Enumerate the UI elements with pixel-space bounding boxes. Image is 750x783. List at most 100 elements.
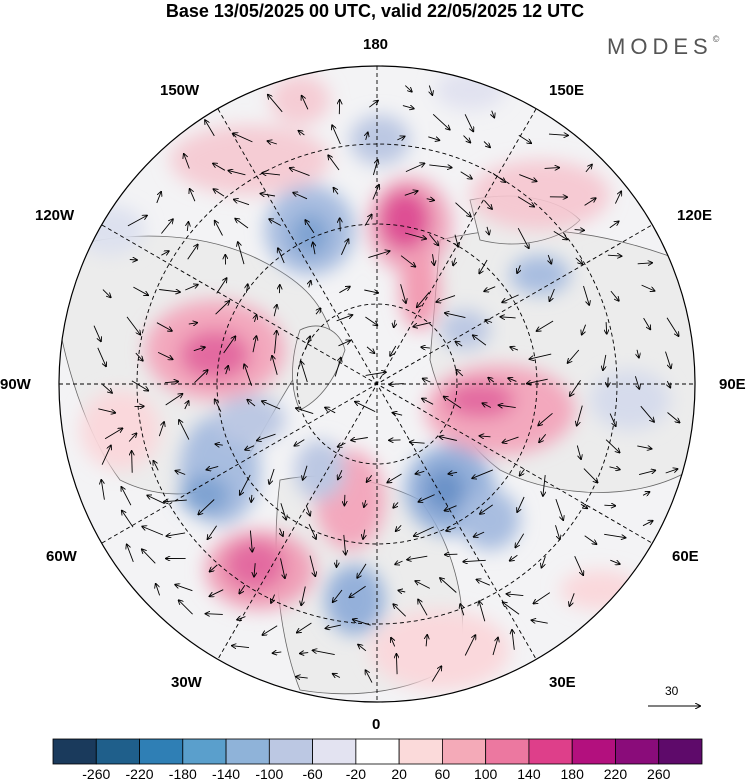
wind-vector	[367, 475, 373, 482]
wind-vector	[510, 554, 518, 561]
map-border	[58, 65, 696, 703]
wind-vector	[313, 650, 335, 656]
wind-vector	[372, 185, 379, 200]
wind-vector	[353, 619, 371, 626]
wind-vector	[445, 505, 457, 511]
wind-vector	[517, 496, 525, 512]
wind-vector	[550, 288, 555, 301]
wind-vector	[477, 580, 490, 586]
wind-vector	[190, 189, 196, 202]
label-90e: 90E	[719, 376, 746, 393]
wind-vector	[239, 585, 246, 593]
wind-vector	[584, 535, 597, 544]
wind-vector	[577, 405, 583, 426]
colorbar-swatches	[52, 738, 703, 765]
wind-vector	[543, 475, 545, 496]
label-0: 0	[372, 716, 381, 733]
label-90w: 90W	[0, 376, 31, 393]
wind-vector	[405, 163, 425, 173]
wind-vector	[252, 336, 256, 353]
colorbar-swatch	[615, 738, 660, 765]
wind-vector	[492, 110, 495, 118]
wind-vector	[404, 232, 426, 239]
wind-vector	[426, 199, 434, 201]
wind-vector	[102, 289, 111, 298]
wind-vector	[366, 346, 374, 353]
wind-vector	[215, 301, 230, 315]
wind-vector	[333, 674, 341, 678]
wind-vector	[309, 555, 315, 577]
wind-vector	[574, 230, 585, 231]
wind-vector	[473, 335, 487, 346]
wind-vector	[198, 499, 215, 515]
wind-vector	[101, 446, 111, 465]
wind-vector	[520, 468, 525, 475]
wind-vector	[300, 653, 309, 654]
wind-vector	[423, 379, 431, 383]
wind-vector	[272, 356, 278, 375]
wind-vector	[269, 468, 275, 484]
colorbar-tick-label: -20	[345, 766, 366, 782]
wind-vector	[238, 242, 245, 265]
wind-vector	[568, 349, 580, 363]
wind-vector	[605, 439, 620, 453]
wind-vector	[464, 114, 473, 131]
wind-vector	[297, 622, 312, 633]
label-150w: 150W	[160, 82, 200, 99]
wind-vector	[309, 281, 311, 288]
wind-vector	[667, 412, 680, 423]
wind-vector	[210, 589, 224, 597]
wind-vector	[389, 384, 404, 385]
wind-vector	[396, 524, 402, 531]
wind-vector	[570, 379, 581, 396]
wind-vector	[223, 336, 236, 354]
wind-vector	[305, 220, 315, 234]
wind-vector	[271, 594, 275, 603]
anomaly-field	[75, 70, 670, 690]
wind-vector	[480, 504, 493, 514]
colorbar-tick-label: -100	[255, 766, 284, 782]
wind-vector	[315, 308, 321, 315]
label-30e: 30E	[549, 674, 576, 691]
wind-vector	[455, 234, 458, 247]
wind-vector	[262, 401, 281, 410]
wind-vector	[364, 290, 378, 293]
wind-vector	[446, 528, 456, 531]
wind-vector	[460, 171, 472, 179]
wind-vector	[553, 231, 567, 239]
wind-vector	[206, 466, 219, 469]
wind-vector	[194, 370, 208, 384]
colorbar-tick-label: -140	[212, 766, 241, 782]
wind-vector	[188, 323, 197, 324]
colorbar-swatch	[571, 738, 616, 765]
wind-vector	[538, 412, 553, 425]
wind-vector	[555, 498, 563, 520]
colorbar-swatch	[139, 738, 184, 765]
wind-vector	[101, 480, 105, 500]
wind-vector	[429, 85, 432, 96]
wind-vector	[391, 638, 395, 647]
wind-vector	[268, 141, 277, 144]
wind-vector	[492, 638, 498, 656]
wind-vector	[666, 317, 679, 336]
wind-vector	[216, 278, 227, 294]
label-120e: 120E	[677, 207, 713, 224]
copyright-mark: ©	[712, 34, 720, 44]
wind-vector	[642, 521, 653, 527]
wind-vector	[244, 364, 253, 386]
wind-vector	[338, 341, 351, 347]
wind-vector	[332, 125, 341, 145]
wind-vector	[175, 585, 193, 592]
wind-vector	[262, 173, 281, 175]
wind-vector	[187, 245, 198, 260]
wind-vector	[233, 133, 253, 143]
wind-vector	[517, 265, 520, 273]
wind-vector	[156, 192, 161, 204]
wind-vector	[305, 505, 310, 516]
colorbar-tick-label: -220	[125, 766, 154, 782]
wind-vector	[344, 494, 345, 506]
wind-vector	[245, 445, 255, 450]
wind-vector	[519, 174, 536, 182]
wind-vector	[537, 320, 554, 331]
wind-vector	[417, 292, 430, 307]
